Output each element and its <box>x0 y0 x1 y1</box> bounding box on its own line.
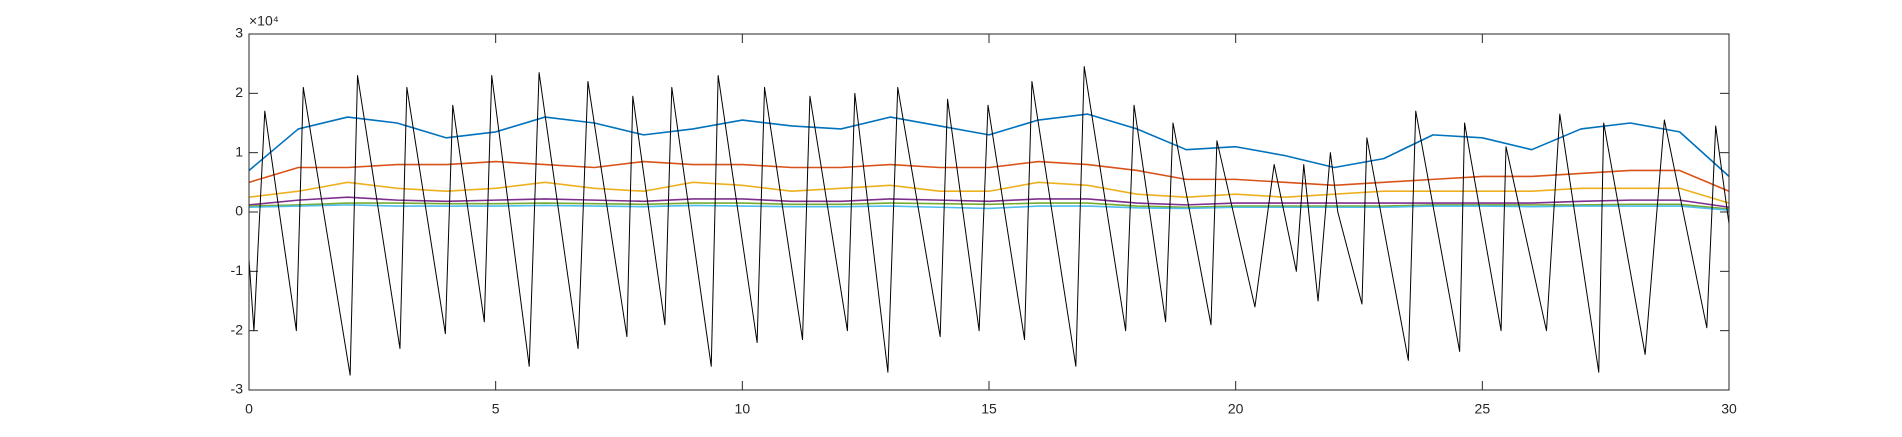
x-tick-label: 15 <box>981 401 997 417</box>
data-line <box>248 196 1730 209</box>
y-tick-label: 2 <box>235 84 243 100</box>
y-tick-label: 3 <box>235 25 243 41</box>
data-line <box>248 181 1730 204</box>
x-tick-label: 25 <box>1475 401 1491 417</box>
x-tick-label: 30 <box>1721 401 1737 417</box>
x-tick-label: 20 <box>1228 401 1244 417</box>
x-tick-label: 5 <box>492 401 500 417</box>
plot-box <box>248 33 1730 391</box>
data-line <box>248 160 1730 192</box>
data-line <box>248 202 1730 210</box>
y-tick-label: -1 <box>231 262 244 278</box>
y-tick-label: 0 <box>235 203 243 219</box>
y-tick-label: 1 <box>235 143 243 159</box>
y-tick-label: -3 <box>231 381 244 397</box>
data-line <box>248 113 1730 177</box>
y-tick-label: -2 <box>231 321 244 337</box>
x-tick-label: 10 <box>735 401 751 417</box>
data-line <box>248 204 1730 212</box>
x-tick-label: 0 <box>245 401 253 417</box>
exponent-label: ×10⁴ <box>249 13 279 29</box>
data-line <box>248 66 1730 376</box>
